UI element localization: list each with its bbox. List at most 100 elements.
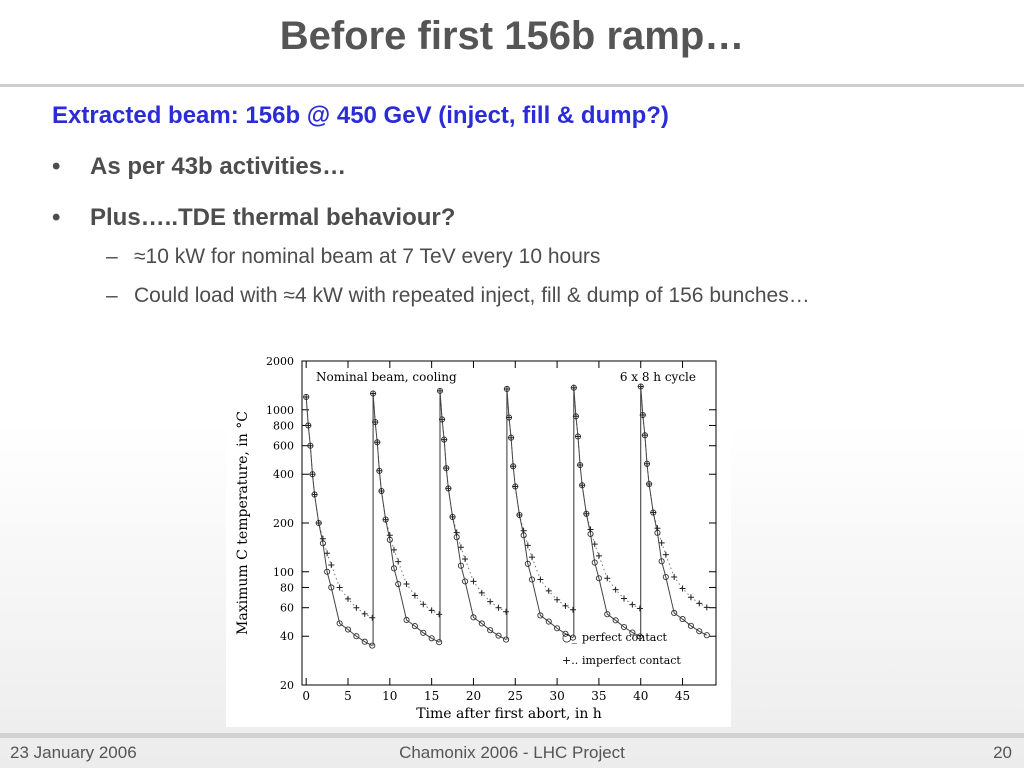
imperfect-contact-point	[445, 485, 452, 492]
imperfect-contact-point	[478, 589, 485, 596]
imperfect-contact-point	[658, 539, 665, 546]
perfect-contact-point	[569, 634, 577, 641]
imperfect-contact-point	[572, 413, 579, 420]
imperfect-contact-point	[687, 594, 694, 601]
y-tick-label: 400	[273, 468, 294, 481]
subbullet-text: Could load with ≈4 kW with repeated inje…	[134, 284, 810, 307]
imperfect-contact-point	[575, 433, 581, 440]
imperfect-contact-point	[403, 581, 410, 588]
perfect-contact-point	[545, 618, 552, 625]
imperfect-contact-point	[370, 390, 377, 397]
perfect-contact-point	[403, 616, 410, 624]
imperfect-contact-point	[512, 483, 519, 490]
imperfect-contact-point	[577, 462, 584, 469]
perfect-contact-point	[487, 627, 494, 634]
imperfect-contact-point	[361, 610, 368, 617]
x-tick-label: 0	[302, 689, 310, 703]
y-tick-label: 40	[280, 630, 294, 643]
imperfect-contact-point	[453, 529, 460, 536]
perfect-contact-line	[372, 393, 440, 643]
imperfect-contact-point	[353, 604, 360, 611]
imperfect-contact-point	[307, 442, 314, 449]
imperfect-contact-point	[395, 558, 402, 565]
x-tick-label: 40	[633, 689, 648, 703]
imperfect-contact-point	[437, 387, 443, 394]
perfect-contact-point	[629, 629, 636, 636]
perfect-contact-point	[604, 611, 611, 618]
imperfect-contact-point	[411, 592, 418, 599]
perfect-contact-point	[595, 575, 602, 582]
imperfect-contact-point	[303, 393, 310, 400]
imperfect-contact-point	[537, 576, 544, 583]
bullet-item: • As per 43b activities…	[52, 153, 346, 181]
y-tick-label: 200	[273, 517, 294, 530]
bullet-marker: •	[52, 204, 61, 231]
temperature-chart-svg: 20 40 60 80 100 200 400 600 800 1000 2000 0 5 10 15 20 2…	[235, 355, 717, 722]
x-tick-label: 30	[549, 689, 564, 703]
perfect-contact-point	[636, 633, 643, 640]
bullet-text: Plus…..TDE thermal behaviour?	[90, 204, 456, 231]
imperfect-contact-point	[336, 584, 343, 591]
imperfect-contact-point	[319, 535, 326, 542]
imperfect-contact-point	[439, 416, 446, 423]
perfect-contact-point	[436, 639, 443, 646]
perfect-contact-point	[390, 565, 398, 572]
footer-event: Chamonix 2006 - LHC Project	[399, 743, 625, 762]
imperfect-contact-point	[671, 574, 678, 581]
imperfect-contact-point	[449, 513, 456, 520]
imperfect-contact-point	[516, 512, 523, 519]
imperfect-contact-point	[503, 608, 510, 615]
footer-date: 23 January 2006	[10, 743, 137, 762]
subbullet-marker: –	[106, 245, 118, 268]
imperfect-contact-point	[369, 614, 376, 621]
chart-annotation-left: Nominal beam, cooling	[316, 370, 457, 384]
perfect-contact-point	[671, 609, 678, 617]
perfect-contact-line	[640, 386, 708, 636]
footer-page-number: 20	[993, 743, 1012, 762]
imperfect-contact-point	[612, 586, 619, 593]
x-tick-label: 15	[424, 689, 439, 703]
imperfect-contact-point	[591, 541, 598, 548]
x-tick-label: 20	[466, 689, 481, 703]
imperfect-contact-point	[579, 482, 586, 489]
imperfect-contact-point	[324, 550, 331, 557]
bullet-text: As per 43b activities…	[90, 153, 347, 180]
subbullet-item: – ≈10 kW for nominal beam at 7 TeV every …	[106, 245, 600, 269]
legend-label-imperfect: imperfect contact	[582, 654, 681, 667]
imperfect-contact-point	[503, 385, 510, 392]
bullet-marker: •	[52, 153, 61, 180]
imperfect-contact-point	[428, 607, 435, 614]
subbullet-text: ≈10 kW for nominal beam at 7 TeV every 1…	[134, 245, 601, 268]
perfect-contact-point	[528, 576, 536, 583]
x-tick-label: 10	[382, 689, 397, 703]
perfect-contact-point	[554, 625, 561, 632]
x-tick-label: 5	[344, 689, 352, 703]
imperfect-contact-point	[587, 526, 594, 533]
imperfect-contact-point	[654, 525, 661, 532]
y-tick-label: 20	[280, 679, 294, 692]
perfect-contact-point	[696, 628, 703, 635]
y-tick-label: 60	[280, 602, 294, 615]
perfect-contact-point	[662, 573, 669, 581]
perfect-contact-line	[439, 390, 507, 641]
imperfect-contact-point	[703, 604, 710, 611]
perfect-contact-point	[524, 560, 531, 567]
perfect-contact-point	[361, 638, 368, 645]
legend-marker-imperfect: +..	[562, 654, 578, 667]
imperfect-contact-point	[554, 596, 561, 603]
perfect-contact-point	[503, 636, 510, 643]
imperfect-contact-point	[524, 542, 531, 549]
chart-annotation-right: 6 x 8 h cycle	[620, 370, 696, 384]
perfect-contact-point	[411, 623, 418, 630]
perfect-contact-point	[428, 635, 435, 642]
title-divider	[0, 84, 1024, 87]
y-axis-label: Maximum C temperature, in °C	[235, 411, 251, 635]
temperature-chart: 20 40 60 80 100 200 400 600 800 1000 2000 0 5 10 15 20 2…	[226, 345, 731, 727]
imperfect-contact-point	[662, 551, 669, 558]
perfect-contact-line	[305, 396, 373, 647]
perfect-contact-point	[562, 630, 569, 637]
perfect-contact-point	[324, 568, 331, 575]
perfect-contact-point	[344, 626, 352, 633]
perfect-contact-line	[573, 387, 641, 637]
imperfect-contact-point	[487, 598, 494, 605]
